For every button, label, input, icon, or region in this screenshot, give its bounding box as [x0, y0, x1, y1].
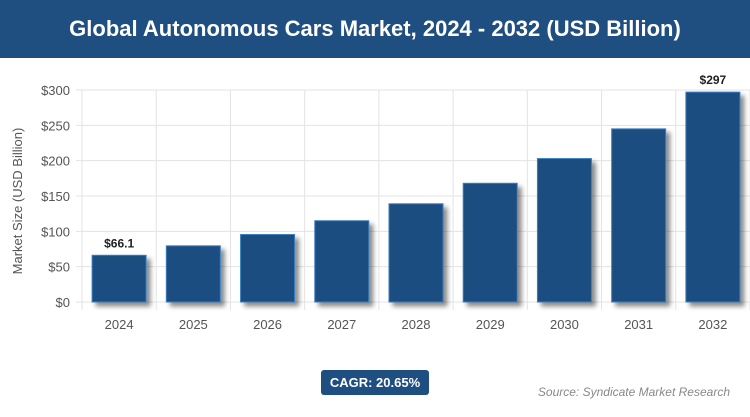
bar-2025 [165, 245, 221, 303]
x-tick-label: 2024 [105, 317, 134, 332]
x-tick-label: 2028 [402, 317, 431, 332]
source-note: Source: Syndicate Market Research [537, 385, 730, 399]
y-tick-label: $0 [56, 295, 70, 310]
cagr-badge: CAGR: 20.65% [321, 370, 429, 395]
x-tick-label: 2031 [624, 317, 653, 332]
bar-2032 [685, 91, 741, 303]
y-tick-label: $250 [41, 118, 70, 133]
y-axis-label: Market Size (USD Billion) [10, 128, 25, 275]
data-label: $66.1 [104, 236, 134, 250]
y-tick-label: $150 [41, 189, 70, 204]
y-tick-label: $200 [41, 154, 70, 169]
bar-2028 [388, 203, 444, 303]
y-tick-label: $100 [41, 224, 70, 239]
x-tick-label: 2026 [253, 317, 282, 332]
x-tick-label: 2032 [698, 317, 727, 332]
chart-title: Global Autonomous Cars Market, 2024 - 20… [0, 0, 750, 58]
bar-2024 [91, 254, 147, 303]
bar-2031 [611, 128, 667, 303]
x-tick-label: 2027 [327, 317, 356, 332]
y-tick-label: $50 [48, 260, 70, 275]
x-tick-label: 2029 [476, 317, 505, 332]
x-tick-label: 2030 [550, 317, 579, 332]
bar-2029 [462, 182, 518, 303]
bar-2027 [314, 220, 370, 303]
data-label: $297 [700, 73, 727, 87]
bar-2030 [536, 158, 592, 303]
x-tick-label: 2025 [179, 317, 208, 332]
y-tick-label: $300 [41, 83, 70, 98]
bar-2026 [240, 234, 296, 303]
